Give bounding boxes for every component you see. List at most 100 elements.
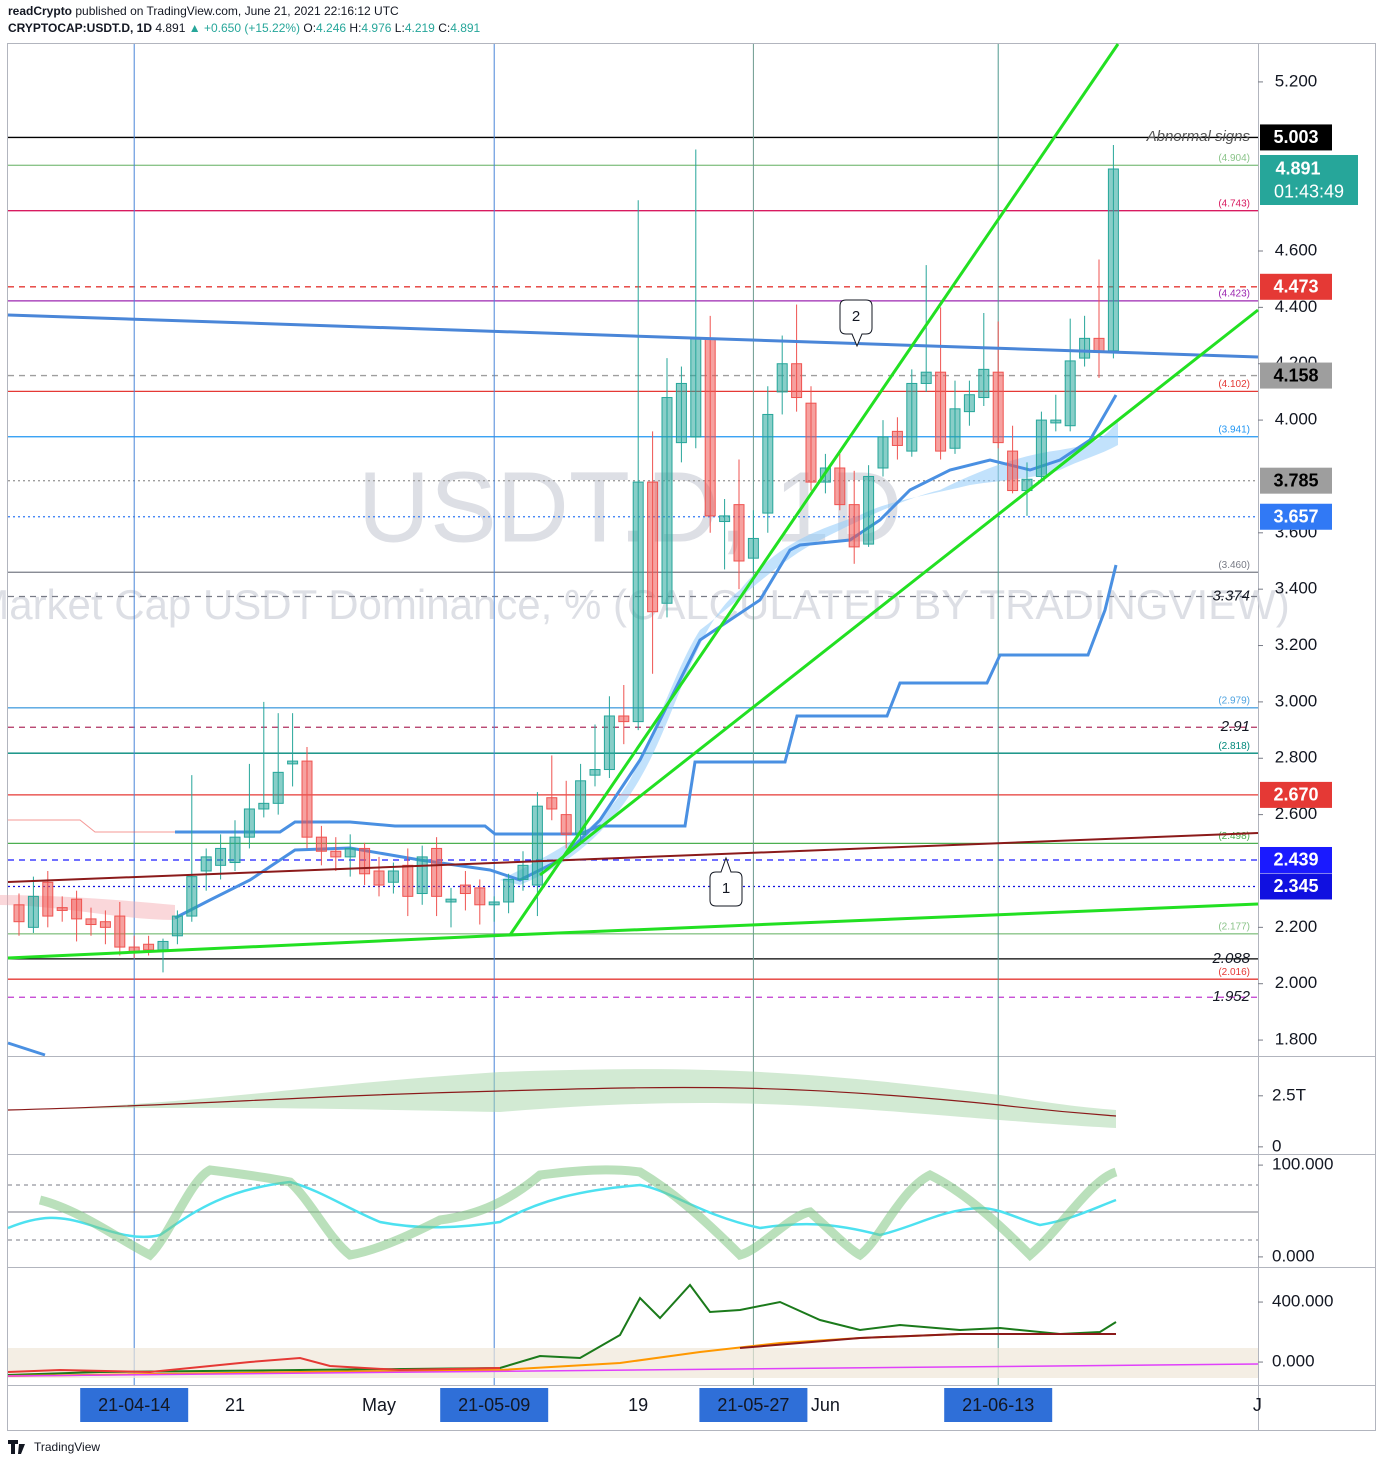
price-tag	[1260, 362, 1332, 389]
indicator-tick-label: 100.000	[1272, 1155, 1333, 1174]
base-line	[175, 564, 1118, 836]
price-tag	[1260, 273, 1332, 300]
x-tick-highlight	[699, 1388, 808, 1422]
trend-line	[7, 832, 1259, 883]
x-tick-label: 21-05-09	[458, 1395, 530, 1415]
level-label: (4.102)	[1218, 379, 1250, 390]
candle-body	[877, 436, 889, 469]
candle-body	[733, 504, 745, 562]
price-tag-label: 2.670	[1273, 785, 1318, 805]
level-label: (4.423)	[1218, 289, 1250, 300]
candle-body	[949, 408, 961, 449]
price-tag	[1260, 846, 1332, 873]
y-tick-label: 4.600	[1275, 240, 1318, 259]
candle-body	[719, 515, 731, 523]
candle-body	[647, 481, 659, 613]
candle-body	[589, 769, 601, 776]
candle-body	[171, 915, 183, 937]
y-tick-label: 2.200	[1275, 917, 1318, 936]
candle-body	[1064, 360, 1076, 427]
level-label: (3.460)	[1218, 560, 1250, 571]
indicator-tick-label: 2.5T	[1272, 1085, 1306, 1104]
levels: (4.904) (4.743) (4.423) (4.102) (3.941) (3.46…	[8, 136, 1258, 1005]
x-tick-label: May	[362, 1395, 396, 1415]
ohlc-c: C:	[438, 21, 450, 35]
countdown: 01:43:49	[1274, 182, 1344, 202]
volume-band	[8, 1069, 1116, 1128]
candle-body	[517, 864, 529, 880]
x-tick-label: 21-06-13	[962, 1395, 1034, 1415]
y-tick-label: 5.200	[1275, 71, 1318, 90]
candle-body	[143, 943, 155, 951]
ohlc-l: L:	[395, 21, 405, 35]
candle-body	[71, 898, 83, 920]
candle-body	[1007, 450, 1019, 492]
level-label: 1.952	[1212, 988, 1250, 1005]
header-line-1: readCrypto published on TradingView.com,…	[8, 4, 399, 18]
last-price-label: 4.891	[1275, 159, 1320, 179]
candle-body	[546, 797, 558, 810]
lagging-line	[7, 1041, 46, 1057]
candle-body	[488, 901, 500, 906]
callout-1-text: 1	[722, 880, 730, 897]
level-label: 2.91	[1220, 718, 1250, 735]
candle-body	[503, 878, 515, 903]
indicator-tick-label: 0.000	[1272, 1246, 1315, 1265]
candle-body	[848, 504, 860, 548]
cloud-blue	[500, 420, 1118, 885]
x-tick-label: 19	[628, 1395, 648, 1415]
level-label: (4.743)	[1218, 198, 1250, 209]
candle-body	[618, 715, 630, 723]
candle-body	[315, 836, 327, 852]
price-tag-label: 4.473	[1273, 277, 1318, 297]
callout-1	[709, 856, 743, 907]
candle-body	[474, 887, 486, 906]
candle-body	[675, 382, 687, 444]
callout-2-text: 2	[852, 308, 860, 325]
price-tag	[1260, 781, 1332, 808]
trend-line	[539, 308, 1259, 877]
y-tick-label: 4.400	[1275, 297, 1318, 316]
change: ▲ +0.650 (+15.22%)	[189, 21, 300, 35]
price-tag-label: 2.345	[1273, 876, 1318, 896]
ohlc-o-value: 4.246	[316, 21, 346, 35]
candle-body	[27, 895, 39, 928]
candle-body	[891, 430, 903, 446]
candle-body	[935, 371, 947, 452]
level-label: (2.818)	[1218, 741, 1250, 752]
indicator-tick-label: 0.000	[1272, 1352, 1315, 1371]
candle-body	[114, 915, 126, 948]
price-tag-label: 4.158	[1273, 365, 1318, 385]
candle-body	[978, 368, 990, 399]
candle-body	[560, 814, 572, 835]
candle-body	[963, 394, 975, 413]
price-tag-label: 2.439	[1273, 850, 1318, 870]
ohlc-o: O:	[303, 21, 316, 35]
footer-logo	[8, 1440, 25, 1454]
y-tick-label: 3.000	[1275, 691, 1318, 710]
candle-body	[992, 371, 1004, 444]
candle-body	[157, 940, 169, 951]
level-label: (4.904)	[1218, 153, 1250, 164]
y-tick-label: 2.600	[1275, 804, 1318, 823]
last: 4.891	[155, 21, 185, 35]
price-tag-label: 5.003	[1273, 127, 1318, 147]
candle-body	[920, 371, 932, 384]
candle-body	[791, 363, 803, 399]
candle-body	[272, 771, 284, 804]
ohlc-l-value: 4.219	[405, 21, 435, 35]
author: readCrypto	[8, 4, 72, 18]
x-tick-highlight	[440, 1388, 549, 1422]
candle-body	[402, 864, 414, 897]
candle-body	[1107, 168, 1119, 352]
candle-body	[56, 907, 68, 911]
osc-band	[38, 1165, 1118, 1262]
price-tag	[1260, 873, 1332, 900]
candle-body	[373, 870, 385, 886]
candle-body	[1079, 337, 1091, 359]
candle-body	[186, 876, 198, 917]
candle-body	[229, 836, 241, 864]
axes: 5.2004.6004.4004.2004.0003.6003.4003.200…	[80, 71, 1358, 1422]
candle-body	[762, 413, 774, 514]
price-tag	[1260, 124, 1332, 151]
